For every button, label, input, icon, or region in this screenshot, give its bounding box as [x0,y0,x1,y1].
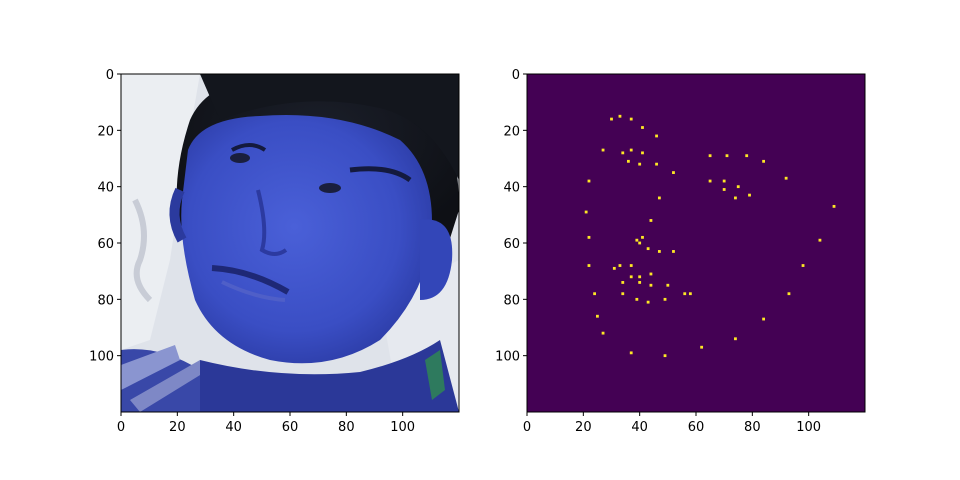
heatmap-y-tick-label: 40 [503,181,520,196]
landmark-point [596,314,599,318]
landmark-point [657,196,661,200]
landmark-point [663,354,667,358]
landmark-point [638,281,642,284]
landmark-point [635,297,639,301]
photo-subplot: 0 20 40 60 80 100 0 20 40 60 80 100 [89,68,460,435]
photo-y-tick-label: 0 [106,68,114,83]
landmark-point [801,264,805,267]
landmark-point [762,317,766,321]
photo-x-tick-label: 100 [390,420,415,435]
landmark-point [638,241,642,245]
heatmap-y-tick-label: 0 [512,68,520,83]
landmark-point [734,337,737,341]
landmark-point [629,264,633,267]
landmark-point [587,235,591,239]
heatmap-background [527,74,865,412]
landmark-point [649,283,653,287]
landmark-point [666,283,670,287]
landmark-point [584,210,588,214]
photo-y-tick-label: 40 [97,181,114,196]
landmark-point [629,117,633,121]
landmark-point [655,162,658,166]
landmark-point [593,292,597,296]
heatmap-x-tick-label: 40 [631,420,648,435]
heatmap-x-tick-label: 80 [744,420,761,435]
landmark-point [784,176,788,180]
landmark-point [638,275,642,279]
photo-axes: 0 20 40 60 80 100 0 20 40 60 80 100 [89,68,415,435]
landmark-point [618,264,622,267]
landmark-point [734,196,737,200]
heatmap-x-tick-label: 100 [796,420,821,435]
landmark-point [641,235,644,239]
heatmap-y-tick-label: 100 [495,350,520,365]
photo-y-tick-label: 80 [97,293,114,308]
heatmap-x-tick-label: 20 [575,420,592,435]
landmark-point [641,151,644,155]
landmark-point [618,114,622,118]
landmark-point [649,219,653,222]
heatmap-x-tick-label: 0 [523,420,531,435]
landmark-point [657,250,661,253]
landmark-point [832,204,836,208]
landmark-point [587,179,591,183]
landmark-point [672,250,675,253]
photo-x-tick-label: 40 [225,420,242,435]
heatmap-points [584,114,836,358]
heatmap-subplot: 0 20 40 60 80 100 0 20 40 60 80 100 [495,68,866,435]
heatmap-x-tick-label: 60 [688,420,705,435]
landmark-point [629,148,633,152]
landmark-point [708,179,712,183]
landmark-point [641,126,644,129]
landmark-point [672,171,675,174]
landmark-point [745,154,749,158]
landmark-point [722,188,726,191]
landmark-point [748,193,751,197]
heatmap-y-tick-label: 20 [503,124,520,139]
landmark-point [688,292,692,296]
heatmap-axes: 0 20 40 60 80 100 0 20 40 60 80 100 [495,68,821,435]
landmark-point [700,345,704,349]
landmark-point [646,247,650,251]
landmark-point [587,264,591,267]
landmark-point [787,292,791,296]
heatmap-y-tick-label: 60 [503,237,520,252]
landmark-point [601,331,605,335]
photo-x-tick-label: 20 [169,420,186,435]
landmark-point [663,297,667,301]
landmark-point [626,159,630,163]
landmark-point [610,117,613,121]
landmark-point [629,275,633,279]
landmark-point [629,351,633,355]
face-photo [121,74,459,412]
landmark-point [646,300,650,304]
landmark-point [601,148,605,152]
landmark-point [621,151,625,155]
landmark-point [649,272,653,276]
photo-y-tick-label: 20 [97,124,114,139]
photo-y-tick-label: 100 [89,350,114,365]
landmark-point [621,281,625,284]
landmark-point [722,179,726,183]
photo-x-tick-label: 0 [117,420,125,435]
landmark-point [621,292,625,296]
landmark-point [818,238,822,242]
landmark-point [683,292,687,296]
photo-x-tick-label: 80 [338,420,355,435]
landmark-point [635,238,639,242]
photo-y-tick-label: 60 [97,237,114,252]
photo-x-tick-label: 60 [282,420,299,435]
landmark-point [762,159,766,163]
heatmap-y-tick-label: 80 [503,293,520,308]
landmark-point [708,154,712,158]
landmark-point [725,154,729,158]
landmark-point [638,162,642,166]
landmark-point [736,185,740,189]
landmark-point [612,266,616,270]
landmark-point [655,134,658,138]
